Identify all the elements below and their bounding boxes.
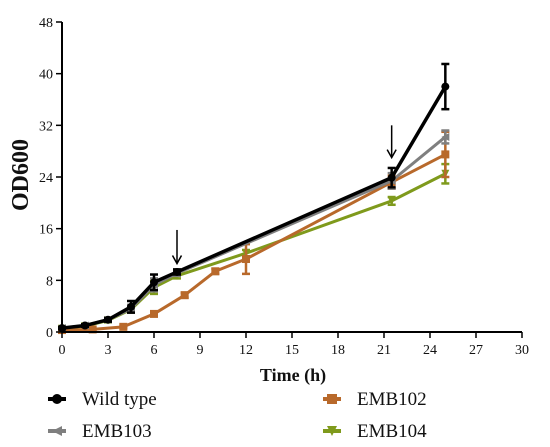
x-tick-label: 21	[377, 343, 391, 358]
arrow-head	[171, 255, 183, 266]
data-point	[242, 255, 250, 264]
x-tick-label: 27	[469, 343, 483, 358]
data-point	[173, 267, 181, 276]
data-point	[387, 173, 396, 182]
y-tick-label: 16	[39, 223, 53, 238]
x-tick-label: 0	[59, 343, 66, 358]
y-tick-label: 48	[39, 16, 53, 31]
legend-label: EMB103	[82, 421, 152, 442]
data-point	[150, 309, 158, 318]
data-point	[180, 291, 189, 300]
data-point	[387, 196, 396, 205]
x-tick-label: 15	[285, 343, 299, 358]
legend-swatch-marker	[52, 394, 62, 404]
legend-item-emb102: EMB102	[323, 389, 427, 410]
data-point	[441, 132, 450, 141]
x-tick-label: 24	[423, 343, 437, 358]
legend-swatch-marker	[327, 394, 337, 404]
x-tick-label: 18	[331, 343, 345, 358]
series-emb102	[58, 130, 450, 335]
legend-label: EMB104	[357, 421, 427, 442]
series-line	[60, 135, 447, 330]
legend-label: Wild type	[82, 389, 157, 410]
legend-item-emb104: EMB104	[323, 421, 427, 442]
x-axis-title: Time (h)	[260, 365, 326, 386]
axes-layer: 0 3 6 9 12 15 18 21 24 27 30 0 8 16 24 32 40 48	[39, 16, 529, 358]
legend-item-emb103: EMB103	[48, 421, 152, 442]
legend-swatch-marker	[327, 426, 337, 436]
data-point	[211, 267, 220, 276]
data-point	[88, 325, 97, 334]
y-tick-label: 24	[39, 171, 53, 186]
data-point	[81, 321, 89, 330]
series-emb103	[58, 129, 450, 333]
annotation-arrow	[171, 229, 183, 266]
x-tick-label: 9	[197, 343, 204, 358]
legend-item-wild-type: Wild type	[48, 389, 157, 410]
data-point	[150, 278, 158, 287]
x-tick-label: 12	[239, 343, 253, 358]
data-point	[441, 82, 450, 91]
x-tick-label: 6	[151, 343, 158, 358]
y-tick-label: 40	[39, 68, 53, 83]
data-point	[104, 315, 112, 324]
annotation-layer	[171, 125, 397, 266]
series-line	[60, 84, 448, 330]
annotation-arrow	[386, 125, 397, 160]
data-point	[119, 322, 128, 331]
arrow-head	[386, 149, 397, 160]
data-point	[127, 302, 135, 311]
legend-label: EMB102	[357, 389, 427, 410]
data-point	[441, 150, 450, 159]
y-tick-label: 8	[46, 274, 53, 289]
series-layer	[58, 62, 450, 335]
y-tick-label: 32	[39, 119, 53, 134]
y-tick-label: 0	[46, 326, 53, 341]
x-tick-label: 3	[105, 343, 112, 358]
y-axis-title: OD600	[8, 139, 34, 211]
x-tick-label: 30	[515, 343, 529, 358]
legend: Wild type EMB102 EMB103 EMB104	[48, 389, 427, 442]
legend-swatch-marker	[52, 426, 62, 436]
